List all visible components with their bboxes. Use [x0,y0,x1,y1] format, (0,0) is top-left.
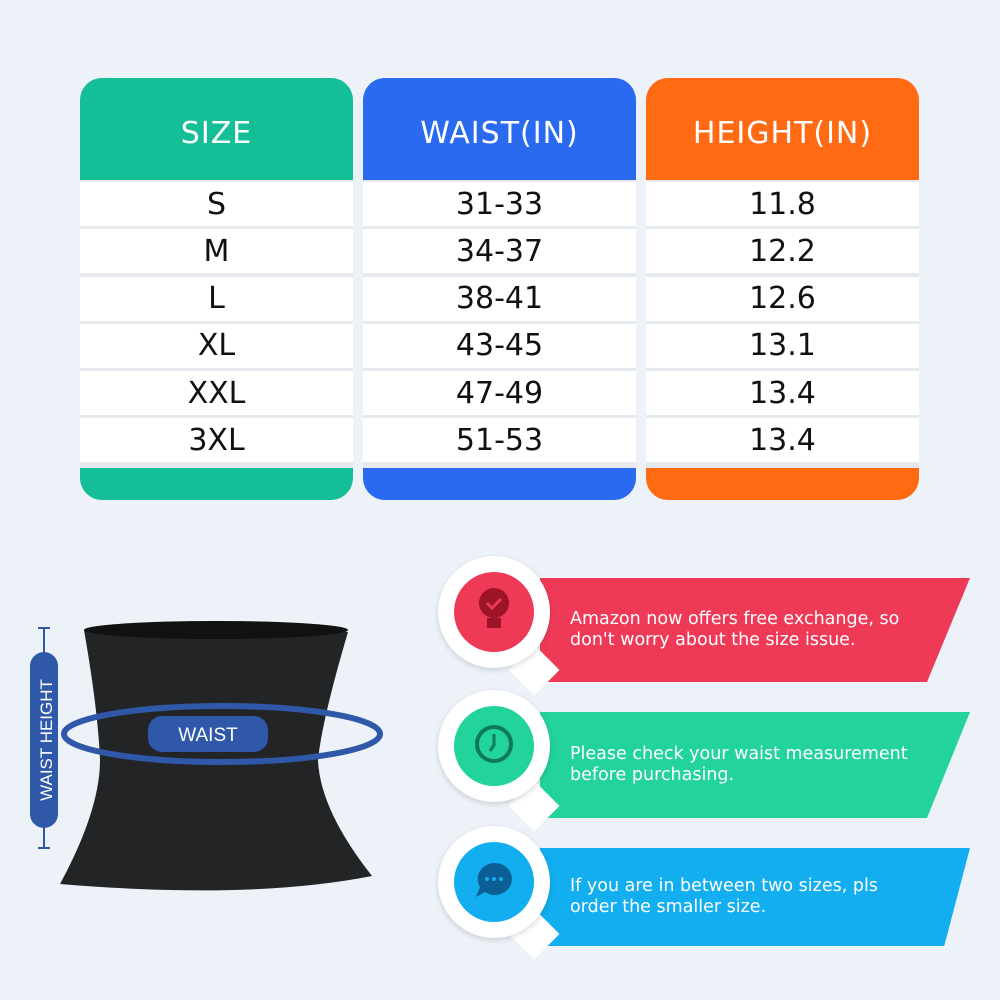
table-cell: 12.2 [646,229,919,274]
table-cell: 13.4 [646,371,919,416]
chat-bubble-icon [472,858,516,906]
waist-label: WAIST [178,725,238,746]
waist-trainer-image [60,624,372,891]
table-cell: 3XL [80,418,353,463]
table-cell: 13.1 [646,323,919,368]
column-header: WAIST(IN) [420,115,579,151]
tip-banner: If you are in between two sizes, pls ord… [540,848,970,946]
table-cell: M [80,229,353,274]
clock-icon [472,722,516,770]
waist-trainer-diagram: WAIST WAIST HEIGHT [30,621,383,891]
waist-ring [61,703,383,765]
tip-text: Please check your waist measurement befo… [570,744,908,785]
tip-icon-circle [438,690,550,802]
lightbulb-check-icon [474,585,514,639]
table-cell: 11.8 [646,182,919,226]
waist-height-label: WAIST HEIGHT [37,679,56,801]
tip-icon-circle [438,826,550,938]
table-cell: 12.6 [646,276,919,321]
table-cell: L [80,276,353,321]
table-cell: 43-45 [363,323,636,368]
size-column: WAIST(IN) 31-33 34-37 38-41 43-45 47-49 51-53 [363,78,636,500]
size-column: HEIGHT(IN) 11.8 12.2 12.6 13.1 13.4 13.4 [646,78,919,500]
tip-banner: Please check your waist measurement befo… [540,712,970,818]
column-header: HEIGHT(IN) [692,115,873,151]
table-cell: 51-53 [363,418,636,463]
tip-text: If you are in between two sizes, pls ord… [570,876,878,917]
tip-icon-circle [438,556,550,668]
table-cell: 31-33 [363,182,636,226]
table-cell: S [80,182,353,226]
table-cell: 38-41 [363,276,636,321]
table-cell: 34-37 [363,229,636,274]
size-column: SIZE S M L XL XXL 3XL [80,78,353,500]
table-cell: XXL [80,371,353,416]
tip-text: Amazon now offers free exchange, so don'… [570,609,900,650]
table-cell: XL [80,323,353,368]
column-header: SIZE [180,115,253,151]
table-cell: 13.4 [646,418,919,463]
table-cell: 47-49 [363,371,636,416]
tip-banner: Amazon now offers free exchange, so don'… [540,578,970,682]
waist-label-bg [148,716,268,752]
